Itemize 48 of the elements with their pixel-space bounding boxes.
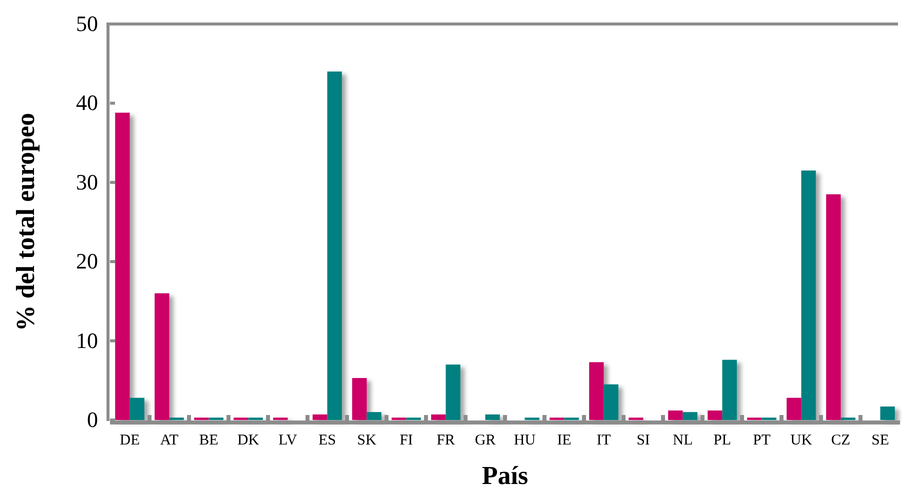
bar [446,364,460,420]
bar [880,406,895,420]
x-tick-label: UK [790,432,812,449]
y-tick-label: 10 [76,328,98,353]
bar [327,72,342,420]
x-tick-label: AT [160,432,178,449]
x-axis-title: País [482,461,528,490]
x-tick-label: PL [713,432,732,449]
y-tick-label: 40 [76,90,98,116]
bar [485,414,500,420]
x-tick-label: SK [357,432,376,449]
x-tick-label: PT [752,432,771,449]
bar [352,378,367,420]
y-axis-title: % del total europeo [11,112,40,332]
x-tick-label: SI [636,432,650,449]
x-tick-label: GR [474,432,496,449]
x-tick-label: SE [871,432,890,449]
x-tick-label: CZ [831,432,850,449]
x-tick-label: NL [672,432,693,449]
bar [366,412,382,420]
bar [154,293,170,420]
bar [130,398,144,420]
x-tick-label: IT [596,432,611,449]
bar [708,410,722,420]
x-tick-label: LV [278,432,298,449]
bar [604,384,618,420]
bar [312,414,328,420]
x-tick-label: IE [557,432,572,449]
x-tick-label: HU [514,432,536,449]
x-tick-label: DK [237,432,260,449]
y-tick-label: 30 [76,169,98,194]
bar [826,194,841,420]
x-tick-label: FI [400,432,413,449]
bar [589,362,604,420]
bar [668,410,683,420]
bar [431,414,446,420]
bar [786,398,802,420]
y-tick-label: 0 [87,407,98,432]
x-tick-label: DE [120,432,140,449]
x-tick-label: FR [436,432,455,449]
y-tick-label: 20 [76,248,98,274]
bar [115,112,130,420]
bar [801,170,816,420]
y-tick-label: 50 [76,11,98,36]
x-tick-label: BE [199,432,218,449]
bar [722,360,737,420]
x-tick-label: ES [318,432,336,449]
bar [682,412,698,420]
